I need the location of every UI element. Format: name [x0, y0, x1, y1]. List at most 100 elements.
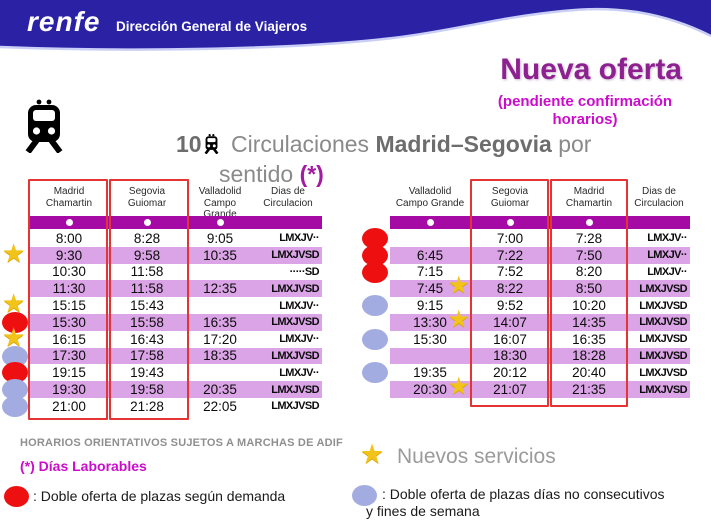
headline-pre: Circulaciones — [230, 131, 370, 157]
red-dot-icon — [362, 261, 388, 283]
time-cell: 21:07 — [493, 382, 527, 398]
table-row: 8:00 8:28 9:05 LMXJV·· — [30, 230, 322, 247]
time-cell: 16:43 — [130, 331, 164, 347]
station-dot-icon — [66, 219, 73, 226]
red-dot-icon — [2, 311, 28, 333]
days-cell: LMXJVSD — [271, 400, 319, 413]
train-icon — [25, 99, 63, 153]
timetable-segovia-madrid: Valladolid Campo Grande Segovia Guiomar Madr… — [362, 178, 690, 410]
days-cell: LMXJV·· — [647, 232, 687, 245]
blue-dot-icon — [362, 328, 388, 350]
timetable-madrid-segovia: Madrid Chamartin Segovia Guiomar Valladolid C… — [2, 178, 322, 424]
table-row: 17:30 17:58 18:35 LMXJVSD — [2, 345, 322, 367]
blue-dot-icon — [362, 295, 388, 317]
days-cell: LMXJVSD — [271, 316, 319, 329]
column-header: Valladolid Campo Grande — [395, 186, 465, 209]
time-cell: 14:07 — [493, 314, 527, 330]
time-cell: 16:15 — [52, 331, 86, 347]
table-body: 7:00 7:28 LMXJV·· 6:45 7:22 7:50 LMXJV·· 7:15 7:… — [362, 228, 690, 401]
time-cell: 18:30 — [493, 348, 527, 364]
time-cell: 15:43 — [130, 298, 164, 314]
days-cell: LMXJVSD — [271, 349, 319, 362]
station-bar — [390, 216, 690, 229]
time-cell: 7:28 — [575, 230, 603, 246]
time-cell: 17:20 — [203, 331, 237, 347]
table-row: 19:30 19:58 20:35 LMXJVSD — [2, 379, 322, 401]
time-cell: 15:58 — [130, 314, 164, 330]
days-cell: LMXJVSD — [271, 249, 319, 262]
star-icon: ★ — [2, 321, 26, 352]
days-cell: LMXJV·· — [279, 232, 319, 245]
station-dot-icon — [427, 219, 434, 226]
table-row: 7:45 8:22 8:50 LMXJVSD ★ — [390, 274, 690, 298]
star-icon: ★ — [448, 373, 470, 401]
offer-note-line2: horarios) — [552, 111, 618, 128]
time-cell: 8:50 — [575, 281, 603, 297]
table-header-row: Valladolid Campo Grande Segovia Guiomar Madr… — [390, 186, 690, 209]
time-cell: 8:20 — [575, 264, 603, 280]
headline-asterisk: (*) — [299, 161, 324, 187]
time-cell: 20:30 — [413, 382, 447, 398]
time-cell: 7:15 — [416, 264, 444, 280]
header-bar: renfe Dirección General de Viajeros — [0, 0, 711, 62]
table-header-row: Madrid Chamartin Segovia Guiomar Valladolid C… — [30, 186, 322, 221]
table-row: ★ 9:30 9:58 10:35 LMXJVSD — [2, 240, 322, 266]
blue-dot-icon — [2, 395, 28, 417]
headline-sentido: sentido — [219, 161, 294, 187]
days-cell: LMXJVSD — [639, 299, 687, 312]
headline: 10 Circulaciones Madrid–Segovia por sent… — [176, 129, 696, 189]
column-header: Segovia Guiomar — [127, 186, 167, 209]
table-row: 7:15 7:52 8:20 LMXJV·· — [362, 261, 690, 283]
table-row: 9:15 9:52 10:20 LMXJVSD — [362, 295, 690, 317]
time-cell: 20:40 — [572, 365, 606, 381]
time-cell: 20:12 — [493, 365, 527, 381]
headline-line2: sentido (*) — [176, 159, 696, 189]
time-cell: 15:30 — [52, 314, 86, 330]
table-row: 15:30 15:58 16:35 LMXJVSD — [2, 311, 322, 333]
time-cell: 21:00 — [52, 398, 86, 414]
days-cell: LMXJVSD — [271, 282, 319, 295]
table-row: 13:30 14:07 14:35 LMXJVSD ★ — [390, 307, 690, 331]
time-cell: 22:05 — [203, 398, 237, 414]
star-icon: ★ — [448, 272, 470, 300]
time-cell: 8:28 — [133, 230, 161, 246]
time-cell: 20:35 — [203, 382, 237, 398]
table-body: 8:00 8:28 9:05 LMXJV·· ★ 9:30 9:58 10:35 LMXJVSD… — [2, 230, 322, 417]
red-dot-icon — [362, 228, 388, 249]
disclaimer-text: HORARIOS ORIENTATIVOS SUJETOS A MARCHAS … — [20, 437, 343, 449]
blue-dot-legend-line1: : Doble oferta de plazas días no consecu… — [382, 486, 665, 502]
days-cell: LMXJVSD — [639, 333, 687, 346]
time-cell: 11:58 — [130, 264, 164, 280]
time-cell: 7:50 — [575, 247, 603, 263]
days-cell: LMXJVSD — [639, 366, 687, 379]
time-cell: 15:30 — [413, 331, 447, 347]
red-dot-legend: : Doble oferta de plazas según demanda — [33, 488, 286, 504]
time-cell: 7:00 — [496, 230, 524, 246]
days-cell: ·····SD — [289, 265, 320, 278]
table-row: 6:45 7:22 7:50 LMXJV·· — [362, 244, 690, 266]
time-cell: 21:28 — [130, 398, 164, 414]
time-cell: 7:52 — [496, 264, 524, 280]
time-cell: 19:15 — [52, 365, 86, 381]
days-cell: LMXJVSD — [639, 383, 687, 396]
table-row: ★ 15:15 15:43 LMXJV·· — [2, 290, 322, 316]
blue-dot-icon — [2, 379, 28, 401]
time-cell: 17:58 — [130, 348, 164, 364]
table-row: 7:00 7:28 LMXJV·· — [362, 228, 690, 249]
header-swoosh — [0, 0, 711, 55]
time-cell: 17:30 — [52, 348, 86, 364]
time-cell: 9:58 — [133, 247, 161, 263]
renfe-logo: renfe — [27, 6, 101, 37]
time-cell: 13:30 — [413, 314, 447, 330]
red-dot-icon — [2, 362, 28, 384]
column-header: Segovia Guiomar — [490, 186, 530, 209]
offer-note: (pendiente confirmación horarios) — [455, 93, 711, 129]
time-cell: 14:35 — [572, 314, 606, 330]
headline-line1: 10 Circulaciones Madrid–Segovia por — [176, 129, 696, 159]
star-icon: ★ — [2, 288, 26, 319]
days-cell: LMXJV·· — [279, 333, 319, 346]
column-header: Dias de Circulacion — [263, 186, 313, 209]
time-cell: 9:52 — [496, 298, 524, 314]
time-cell: 16:07 — [493, 331, 527, 347]
